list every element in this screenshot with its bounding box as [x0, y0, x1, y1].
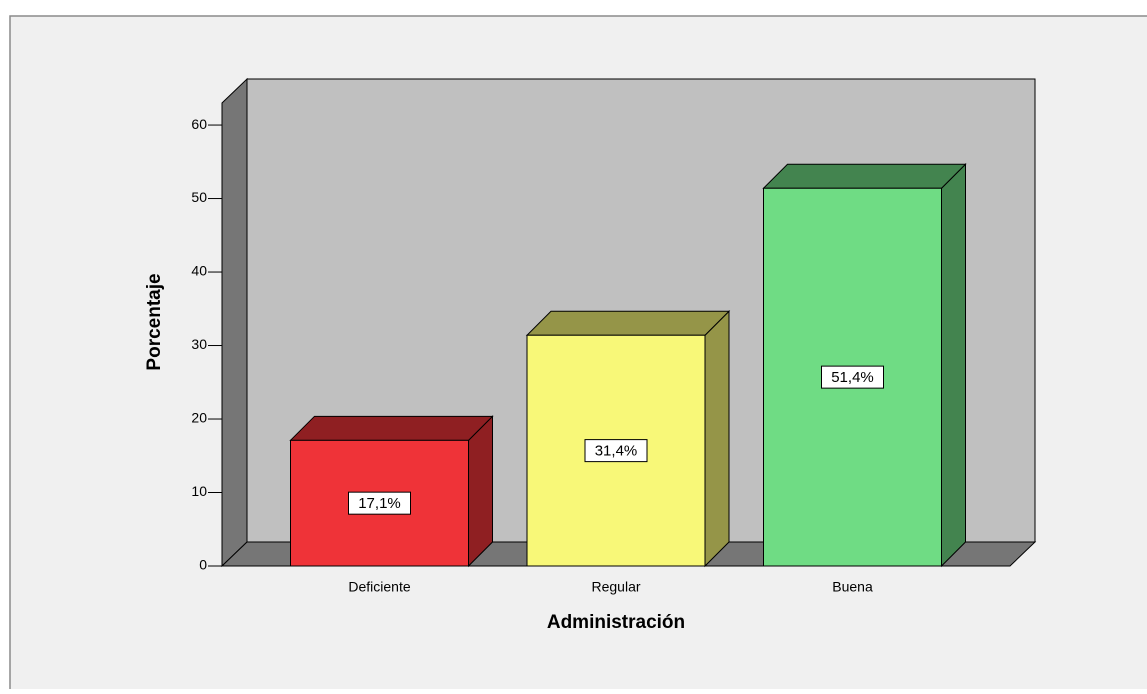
value-label: 31,4%	[595, 443, 638, 460]
y-tick-label: 0	[199, 557, 207, 573]
value-label-box	[584, 439, 648, 463]
bar-side	[704, 310, 730, 568]
bar-top	[525, 310, 731, 336]
value-label-box	[821, 365, 884, 389]
y-tick-label: 50	[191, 189, 207, 205]
y-tick-label: 60	[191, 116, 207, 132]
left-wall	[221, 77, 248, 568]
bar-side	[941, 163, 966, 568]
value-label-box	[348, 491, 411, 515]
bar-top	[762, 163, 967, 189]
value-label: 17,1%	[358, 495, 401, 512]
y-tick-label: 20	[191, 410, 207, 426]
y-axis-title: Porcentaje	[144, 273, 165, 370]
x-axis-title: Administración	[547, 612, 685, 633]
y-tick-label: 40	[191, 263, 207, 279]
y-tick-label: 30	[191, 336, 207, 352]
bar-side	[468, 415, 493, 568]
value-label: 51,4%	[831, 369, 874, 386]
x-tick-label: Deficiente	[348, 579, 410, 595]
y-tick-label: 10	[191, 483, 207, 499]
bar-top	[289, 415, 494, 441]
x-tick-label: Regular	[591, 579, 640, 595]
x-tick-label: Buena	[832, 579, 873, 595]
